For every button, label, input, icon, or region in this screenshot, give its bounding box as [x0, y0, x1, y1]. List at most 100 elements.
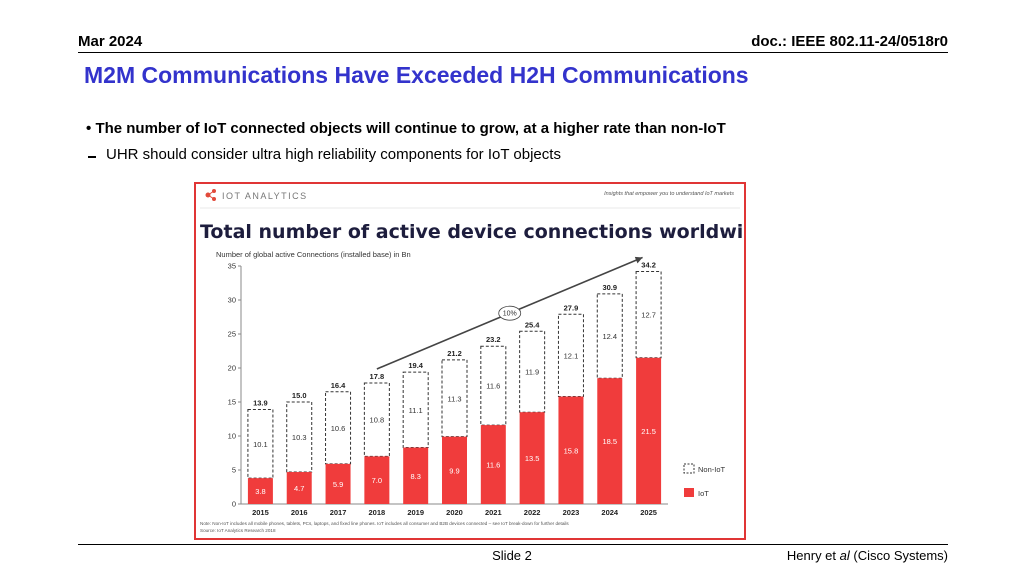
data-label-iot-2022: 13.5 — [525, 454, 540, 463]
data-label-iot-2024: 18.5 — [602, 437, 617, 446]
chart-title: Total number of active device connection… — [200, 221, 744, 243]
sub-bullet-text: UHR should consider ultra high reliabili… — [106, 146, 561, 163]
y-tick-label: 35 — [228, 262, 236, 271]
y-tick-label: 10 — [228, 432, 236, 441]
growth-arrow-head-icon — [634, 256, 643, 264]
data-label-non-iot-2020: 11.3 — [447, 394, 461, 403]
y-tick-label: 5 — [232, 466, 236, 475]
x-tick-label-2024: 2024 — [601, 508, 619, 517]
bar-iot-2023 — [558, 396, 584, 504]
data-label-non-iot-2023: 12.1 — [564, 351, 579, 360]
data-label-non-iot-2021: 11.6 — [486, 382, 500, 391]
bar-iot-2018 — [364, 456, 390, 504]
footer-author-prefix: Henry et — [786, 548, 840, 563]
data-label-non-iot-2025: 12.7 — [641, 311, 656, 320]
slide-title: M2M Communications Have Exceeded H2H Com… — [84, 62, 749, 88]
growth-badge — [498, 305, 522, 321]
x-tick-label-2015: 2015 — [252, 508, 269, 517]
x-tick-label-2023: 2023 — [563, 508, 580, 517]
chart-header: IOT ANALYTICS Insights that empower you … — [205, 189, 734, 201]
slide-date: Mar 2024 — [78, 33, 143, 50]
bar-non-iot-2023 — [557, 313, 584, 398]
bar-iot-2025 — [636, 357, 662, 504]
bar-iot-2020 — [442, 436, 467, 504]
legend-swatch-non-iot — [683, 463, 695, 474]
legend-label-non-iot: Non-IoT — [698, 465, 726, 474]
data-label-iot-2015: 3.8 — [255, 487, 265, 496]
y-tick-label: 30 — [228, 296, 236, 305]
data-label-total-2021: 23.2 — [486, 335, 501, 344]
data-label-iot-2016: 4.7 — [294, 484, 304, 493]
chart-source: Source: IoT Analytics Research 2018 — [200, 528, 276, 533]
data-label-total-2025: 34.2 — [641, 260, 656, 269]
footer-divider — [78, 544, 948, 545]
header-divider — [78, 52, 948, 53]
chart-figure: IOT ANALYTICS Insights that empower you … — [194, 182, 746, 540]
data-label-iot-2018: 7.0 — [372, 476, 382, 485]
y-tick-label: 0 — [232, 500, 236, 509]
bar-non-iot-2022 — [519, 330, 546, 413]
data-label-iot-2020: 9.9 — [449, 466, 459, 475]
sub-bullet-point: UHR should consider ultra high reliabili… — [88, 146, 561, 163]
data-label-iot-2023: 15.8 — [564, 446, 579, 455]
x-tick-label-2018: 2018 — [369, 508, 386, 517]
data-label-non-iot-2019: 11.1 — [409, 406, 423, 415]
growth-rate-label: 10% — [503, 311, 517, 318]
bar-iot-2022 — [519, 412, 545, 504]
x-tick-label-2019: 2019 — [407, 508, 424, 517]
x-tick-label-2020: 2020 — [446, 508, 463, 517]
legend: Non-IoT IoT — [683, 463, 726, 498]
x-tick-label-2021: 2021 — [485, 508, 502, 517]
data-label-total-2022: 25.4 — [525, 320, 540, 329]
data-label-iot-2021: 11.6 — [486, 461, 500, 470]
legend-swatch-iot — [684, 488, 694, 497]
bar-non-iot-2025 — [635, 270, 662, 359]
y-tick-label: 15 — [228, 398, 236, 407]
data-label-non-iot-2017: 10.6 — [331, 424, 346, 433]
bar-iot-2019 — [403, 447, 429, 504]
footer-author-italic: al — [839, 548, 850, 563]
data-label-iot-2025: 21.5 — [641, 427, 656, 436]
brand-name: IOT ANALYTICS — [222, 191, 308, 201]
data-label-total-2024: 30.9 — [602, 283, 617, 292]
data-label-iot-2019: 8.3 — [410, 472, 420, 481]
iot-analytics-logo-icon — [205, 189, 216, 201]
bar-iot-2015 — [247, 478, 273, 504]
x-tick-label-2025: 2025 — [640, 508, 657, 517]
data-label-iot-2017: 5.9 — [333, 480, 343, 489]
x-tick-label-2017: 2017 — [330, 508, 347, 517]
bullet-icon: • — [86, 120, 92, 137]
bar-iot-2024 — [597, 378, 623, 504]
data-label-total-2016: 15.0 — [292, 391, 307, 400]
bar-iot-2016 — [286, 472, 312, 504]
chart-note: Note: Non-IoT includes all mobile phones… — [200, 521, 569, 526]
dash-icon — [88, 156, 96, 159]
bar-non-iot-2020 — [441, 359, 468, 438]
y-tick-label: 20 — [228, 364, 236, 373]
bar-non-iot-2017 — [325, 391, 352, 465]
x-tick-label-2022: 2022 — [524, 508, 541, 517]
data-label-non-iot-2015: 10.1 — [253, 440, 268, 449]
brand-tagline: Insights that empower you to understand … — [604, 191, 734, 197]
plot-area: 051015202530353.810.113.920154.710.315.0… — [228, 256, 668, 517]
x-tick-label-2016: 2016 — [291, 508, 308, 517]
bullet-point: • The number of IoT connected objects wi… — [86, 120, 726, 137]
data-label-total-2019: 19.4 — [408, 361, 423, 370]
footer-author: Henry et al (Cisco Systems) — [787, 548, 948, 563]
data-label-total-2023: 27.9 — [564, 303, 579, 312]
document-id: doc.: IEEE 802.11-24/0518r0 — [751, 33, 948, 50]
data-label-non-iot-2016: 10.3 — [292, 433, 307, 442]
bar-non-iot-2018 — [363, 382, 390, 457]
data-label-non-iot-2018: 10.8 — [370, 416, 385, 425]
slide-number: Slide 2 — [492, 548, 532, 563]
chart-svg: IOT ANALYTICS Insights that empower you … — [200, 189, 744, 533]
bar-iot-2021 — [480, 425, 506, 504]
data-label-total-2018: 17.8 — [370, 372, 385, 381]
data-label-total-2020: 21.2 — [447, 349, 462, 358]
legend-label-iot: IoT — [698, 489, 709, 498]
y-tick-label: 25 — [228, 330, 236, 339]
footer-author-suffix: (Cisco Systems) — [849, 548, 948, 563]
bullet-text: The number of IoT connected objects will… — [95, 120, 726, 137]
bar-non-iot-2019 — [402, 371, 429, 449]
y-axis-label: Number of global active Connections (ins… — [216, 250, 411, 259]
